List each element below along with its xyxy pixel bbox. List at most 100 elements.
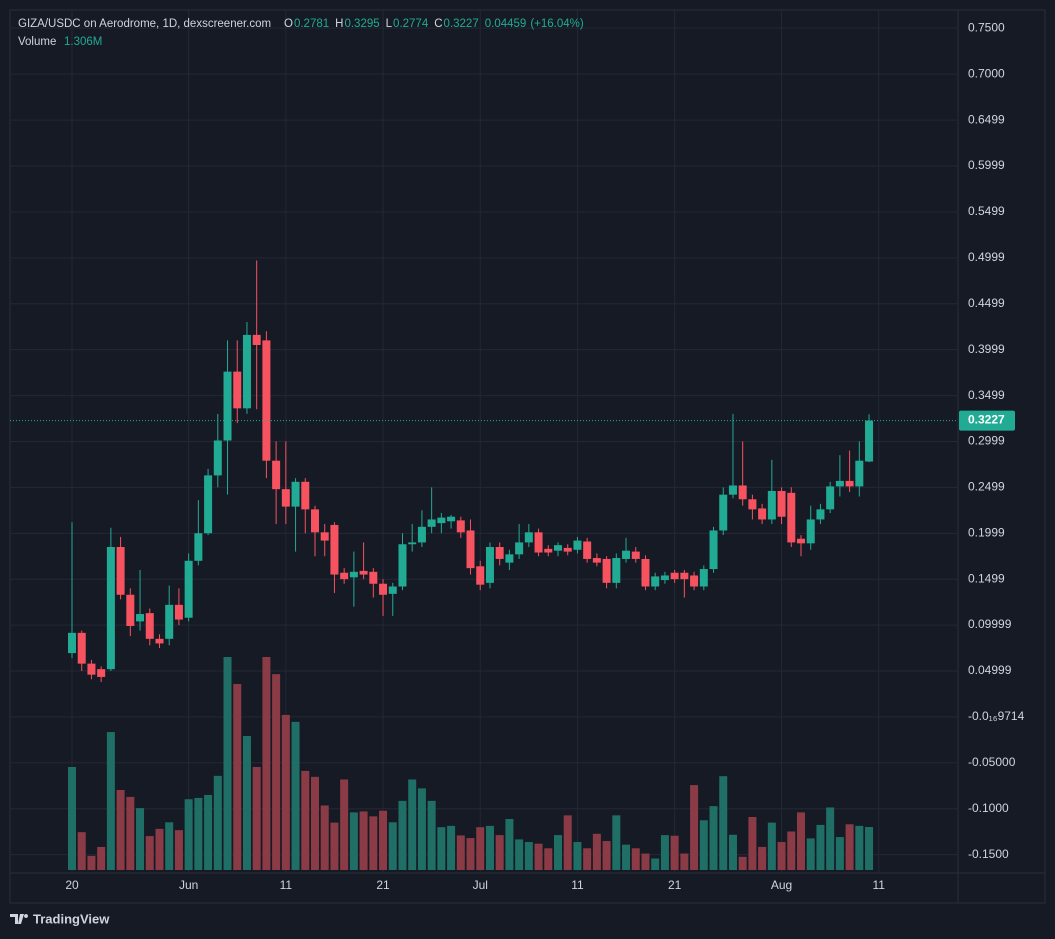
volume-bar [320, 805, 329, 870]
volume-bar [174, 830, 183, 870]
volume-bar [573, 842, 582, 870]
ohlc-value: 0.2781 [294, 18, 329, 30]
candle-body [398, 544, 407, 587]
candle-body [485, 547, 494, 583]
candle-body [116, 547, 125, 595]
candle-body [262, 340, 271, 461]
volume-bar [544, 848, 553, 870]
candle-body [699, 569, 708, 587]
volume-bar [787, 831, 796, 870]
volume-bar [709, 806, 718, 870]
volume-bar [485, 825, 494, 870]
volume-bar [456, 835, 465, 870]
candle-body [136, 614, 145, 622]
candle-body [816, 509, 825, 520]
candle-body [622, 550, 631, 559]
candle-body [184, 560, 193, 618]
candle-body [826, 486, 835, 510]
candle-body [340, 572, 349, 580]
volume-bar [68, 766, 76, 870]
candle-body [797, 538, 805, 544]
candle-body [612, 558, 621, 583]
volume-bar [758, 846, 767, 870]
y-tick-label: 0.7000 [968, 66, 1005, 80]
candle-body [690, 575, 699, 587]
last-price-label: 0.3227 [968, 413, 1005, 427]
volume-bar [816, 824, 825, 870]
volume-bar [631, 848, 640, 870]
volume-bar [155, 828, 164, 870]
candle-body [126, 594, 135, 626]
volume-bar [301, 770, 310, 870]
volume-bar [719, 776, 728, 870]
volume-bar [495, 835, 504, 870]
candle-body [515, 542, 524, 555]
candle-body [495, 547, 504, 559]
ohlc-letter: L [386, 18, 393, 30]
volume-bar [563, 815, 572, 870]
volume-bar [826, 807, 835, 870]
candle-body [155, 638, 164, 644]
ohlc-letter: C [434, 18, 442, 30]
candle-body [534, 532, 543, 553]
volume-bar [408, 779, 417, 870]
candle-body [369, 571, 378, 584]
volume-bar [194, 797, 203, 870]
volume-bar [97, 846, 106, 870]
candle-body [680, 572, 689, 580]
candle-body [388, 586, 397, 594]
candle-body [641, 558, 650, 587]
candle-body [738, 485, 747, 500]
candle-body [291, 481, 300, 507]
y-tick-label: 0.4499 [968, 296, 1005, 310]
volume-bar [612, 815, 621, 870]
candle-body [408, 542, 417, 545]
volume-bar [680, 853, 689, 870]
volume-bar [359, 811, 368, 870]
y-tick-label: 0.6499 [968, 112, 1005, 126]
header: GIZA/USDC on Aerodrome, 1D, dexscreener.… [18, 18, 584, 48]
candle-body [563, 547, 572, 552]
y-tick-label: 0.09999 [968, 617, 1012, 631]
candle-body [631, 551, 640, 559]
candle-body [719, 494, 728, 531]
volume-bar [855, 825, 864, 870]
candle-body [573, 540, 582, 550]
candle-body [77, 632, 86, 664]
candle-body [281, 489, 290, 507]
chart-frame [9, 9, 1046, 904]
candle-body [709, 530, 718, 570]
candle-body [437, 517, 446, 524]
x-tick-label: 11 [571, 878, 584, 892]
volume-bar [602, 841, 611, 870]
volume-bar [349, 812, 358, 870]
ohlc-value: 0.2774 [393, 18, 429, 30]
y-tick-label: 0.1499 [968, 571, 1005, 585]
candle-body [787, 492, 796, 543]
candle-body [349, 571, 358, 578]
volume-bar [116, 790, 125, 870]
volume-bar [447, 825, 456, 870]
candle-body [592, 558, 601, 563]
y-tick-label: -0.05000 [968, 755, 1016, 769]
x-tick-label: 21 [668, 878, 682, 892]
volume-title: Volume [18, 36, 56, 48]
candle-body [835, 480, 844, 487]
candle-body [476, 566, 485, 585]
logo-icon [10, 914, 29, 924]
candle-body [194, 533, 203, 561]
candle-body [97, 669, 106, 677]
y-tick-label: 0.7500 [968, 20, 1005, 34]
ohlc-letter: H [335, 18, 343, 30]
volume-bar [738, 856, 747, 870]
candle-body [213, 440, 222, 476]
volume-bar [87, 855, 96, 870]
candle-body [767, 490, 776, 520]
candle-body [466, 530, 475, 569]
brand: TradingView [33, 911, 110, 926]
candle-body [204, 475, 213, 534]
y-tick-label: 0.4999 [968, 250, 1005, 264]
volume-bar [281, 714, 290, 870]
